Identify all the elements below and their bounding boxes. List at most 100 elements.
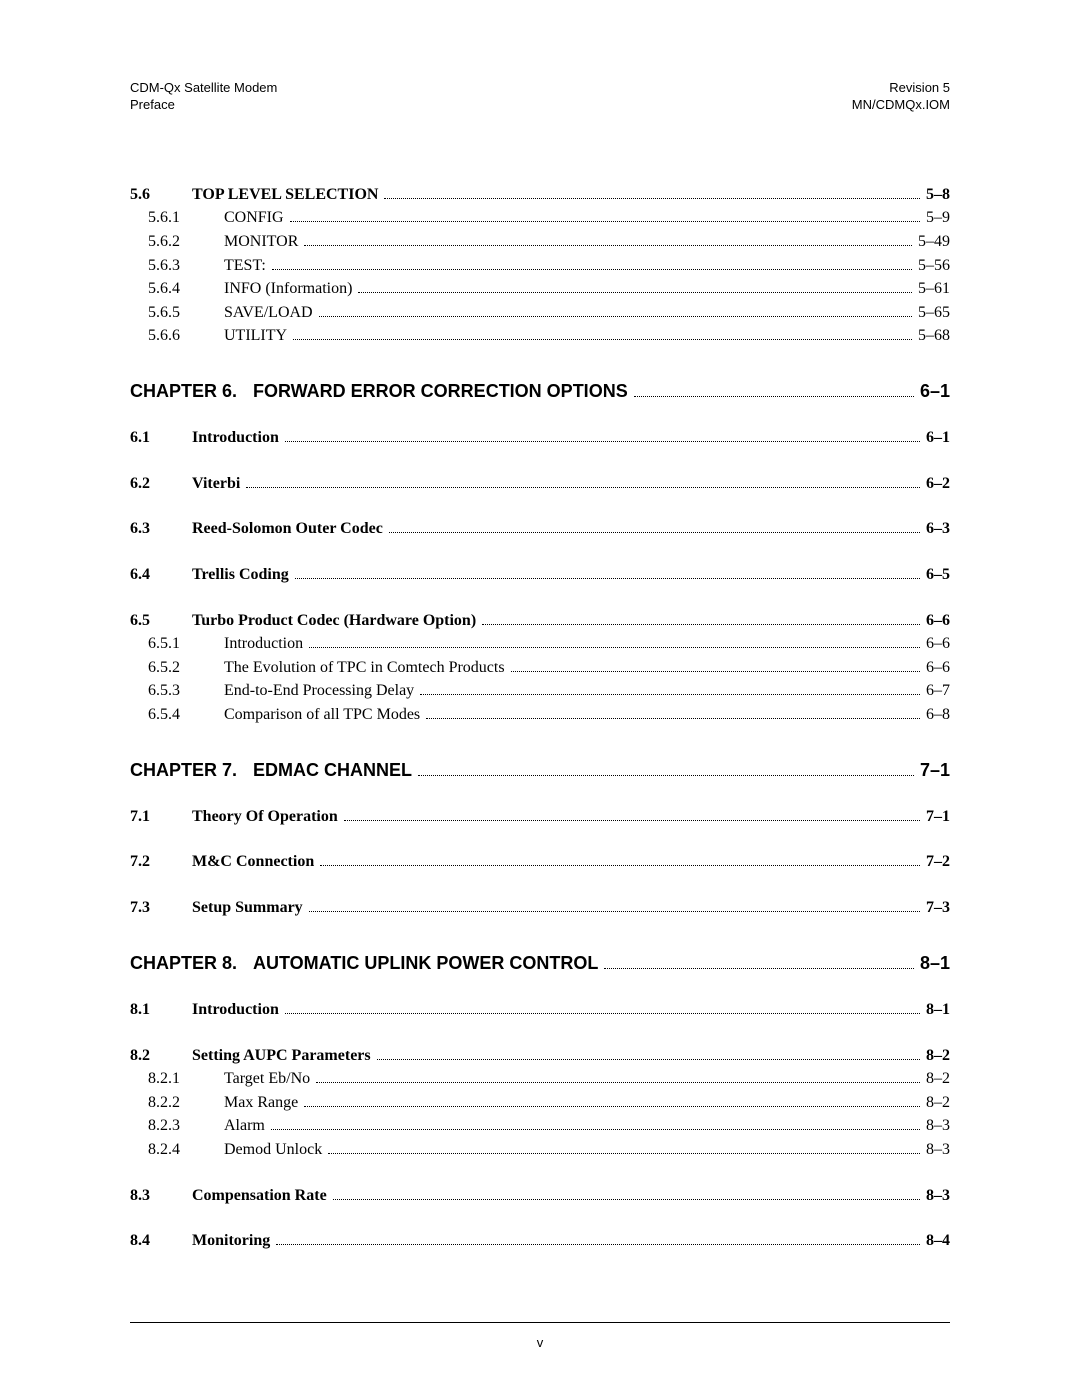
toc-gap bbox=[130, 1023, 950, 1043]
toc-chapter-page: 6–1 bbox=[916, 379, 950, 403]
toc-entry-page: 5–8 bbox=[922, 184, 950, 206]
toc-leader bbox=[304, 235, 912, 246]
toc-entry-page: 8–1 bbox=[922, 999, 950, 1021]
toc-leader bbox=[389, 522, 920, 533]
toc-leader bbox=[482, 613, 920, 624]
toc-leader bbox=[309, 637, 920, 648]
toc-entry-page: 8–2 bbox=[922, 1045, 950, 1067]
toc-leader bbox=[276, 1234, 920, 1245]
toc-entry-num: 6.5.2 bbox=[130, 657, 192, 679]
toc-entry-page: 7–2 bbox=[922, 851, 950, 873]
toc-entry: 8.2Setting AUPC Parameters8–2 bbox=[130, 1045, 950, 1067]
toc-gap bbox=[130, 1163, 950, 1183]
toc-entry-text: Introduction bbox=[192, 427, 283, 449]
toc-entry-num: 5.6.2 bbox=[130, 231, 192, 253]
toc-entry-num: 5.6.1 bbox=[130, 207, 192, 229]
toc-leader bbox=[304, 1096, 920, 1107]
toc-gap bbox=[130, 451, 950, 471]
toc-entry: 8.2.4Demod Unlock8–3 bbox=[130, 1139, 950, 1161]
toc-leader bbox=[285, 1003, 920, 1014]
toc-leader bbox=[293, 329, 912, 340]
toc-entry-text: CONFIG bbox=[192, 207, 288, 229]
toc-entry-text: TOP LEVEL SELECTION bbox=[192, 184, 382, 206]
toc-leader bbox=[285, 431, 920, 442]
toc-chapter-text: AUTOMATIC UPLINK POWER CONTROL bbox=[253, 951, 602, 975]
toc-leader bbox=[426, 708, 920, 719]
toc-leader bbox=[418, 763, 914, 776]
toc-chapter-num: CHAPTER 8. bbox=[130, 951, 253, 975]
toc-entry: 6.1Introduction6–1 bbox=[130, 427, 950, 449]
toc-entry-page: 5–9 bbox=[922, 207, 950, 229]
toc-gap bbox=[130, 829, 950, 849]
toc-gap bbox=[130, 977, 950, 997]
toc-gap bbox=[130, 588, 950, 608]
toc-leader bbox=[420, 684, 920, 695]
toc-entry-text: Max Range bbox=[192, 1092, 302, 1114]
toc-entry: 8.2.3Alarm8–3 bbox=[130, 1115, 950, 1137]
toc-entry-text: Turbo Product Codec (Hardware Option) bbox=[192, 610, 480, 632]
toc-entry-num: 6.1 bbox=[130, 427, 192, 449]
toc-leader bbox=[246, 477, 920, 488]
toc-entry-text: End-to-End Processing Delay bbox=[192, 680, 418, 702]
toc-entry-text: TEST: bbox=[192, 255, 270, 277]
toc-entry-text: Comparison of all TPC Modes bbox=[192, 704, 424, 726]
doc-revision: Revision 5 bbox=[852, 80, 950, 97]
toc-entry-text: Reed-Solomon Outer Codec bbox=[192, 518, 387, 540]
toc-entry-page: 6–7 bbox=[922, 680, 950, 702]
toc-entry-page: 6–3 bbox=[922, 518, 950, 540]
toc-leader bbox=[272, 258, 912, 269]
toc-entry: 5.6.2MONITOR5–49 bbox=[130, 231, 950, 253]
toc-entry: 6.3Reed-Solomon Outer Codec6–3 bbox=[130, 518, 950, 540]
toc-leader bbox=[604, 956, 914, 969]
page-number: v bbox=[537, 1335, 544, 1350]
doc-title: CDM-Qx Satellite Modem bbox=[130, 80, 277, 97]
toc-leader bbox=[634, 384, 914, 397]
toc-entry-num: 6.2 bbox=[130, 473, 192, 495]
toc-entry-page: 5–65 bbox=[914, 302, 950, 324]
toc-gap bbox=[130, 784, 950, 804]
toc-entry: 8.1Introduction8–1 bbox=[130, 999, 950, 1021]
toc-entry-text: Compensation Rate bbox=[192, 1185, 331, 1207]
toc-leader bbox=[344, 810, 920, 821]
header-right: Revision 5 MN/CDMQx.IOM bbox=[852, 80, 950, 114]
toc-entry-num: 7.3 bbox=[130, 897, 192, 919]
toc-leader bbox=[316, 1072, 920, 1083]
toc-entry-page: 8–2 bbox=[922, 1092, 950, 1114]
toc-entry-num: 5.6.5 bbox=[130, 302, 192, 324]
table-of-contents: 5.6TOP LEVEL SELECTION5–85.6.1CONFIG5–95… bbox=[130, 184, 950, 1252]
toc-entry-text: UTILITY bbox=[192, 325, 291, 347]
toc-gap bbox=[130, 875, 950, 895]
toc-entry: 5.6.6UTILITY5–68 bbox=[130, 325, 950, 347]
toc-entry-text: SAVE/LOAD bbox=[192, 302, 317, 324]
toc-entry-page: 7–1 bbox=[922, 806, 950, 828]
toc-entry-text: Setup Summary bbox=[192, 897, 307, 919]
page-footer: v bbox=[130, 1322, 950, 1350]
toc-entry-page: 6–6 bbox=[922, 657, 950, 679]
toc-entry-num: 8.2.1 bbox=[130, 1068, 192, 1090]
header-left: CDM-Qx Satellite Modem Preface bbox=[130, 80, 277, 114]
toc-chapter-page: 7–1 bbox=[916, 758, 950, 782]
toc-entry-text: Monitoring bbox=[192, 1230, 274, 1252]
toc-leader bbox=[309, 901, 920, 912]
doc-code: MN/CDMQx.IOM bbox=[852, 97, 950, 114]
toc-leader bbox=[358, 282, 912, 293]
toc-entry: 6.5.3End-to-End Processing Delay6–7 bbox=[130, 680, 950, 702]
toc-entry-page: 7–3 bbox=[922, 897, 950, 919]
toc-entry-num: 5.6.3 bbox=[130, 255, 192, 277]
toc-leader bbox=[271, 1119, 920, 1130]
toc-entry-text: INFO (Information) bbox=[192, 278, 356, 300]
toc-entry-num: 7.2 bbox=[130, 851, 192, 873]
toc-entry-page: 8–3 bbox=[922, 1115, 950, 1137]
toc-leader bbox=[320, 855, 920, 866]
toc-entry-page: 8–3 bbox=[922, 1185, 950, 1207]
toc-entry-text: Demod Unlock bbox=[192, 1139, 326, 1161]
toc-leader bbox=[511, 661, 920, 672]
toc-gap bbox=[130, 921, 950, 949]
toc-entry-text: Introduction bbox=[192, 633, 307, 655]
page-header: CDM-Qx Satellite Modem Preface Revision … bbox=[130, 80, 950, 114]
toc-entry-num: 8.2 bbox=[130, 1045, 192, 1067]
toc-entry-page: 6–6 bbox=[922, 610, 950, 632]
toc-entry-num: 8.2.3 bbox=[130, 1115, 192, 1137]
toc-entry-page: 5–61 bbox=[914, 278, 950, 300]
toc-leader bbox=[377, 1048, 920, 1059]
